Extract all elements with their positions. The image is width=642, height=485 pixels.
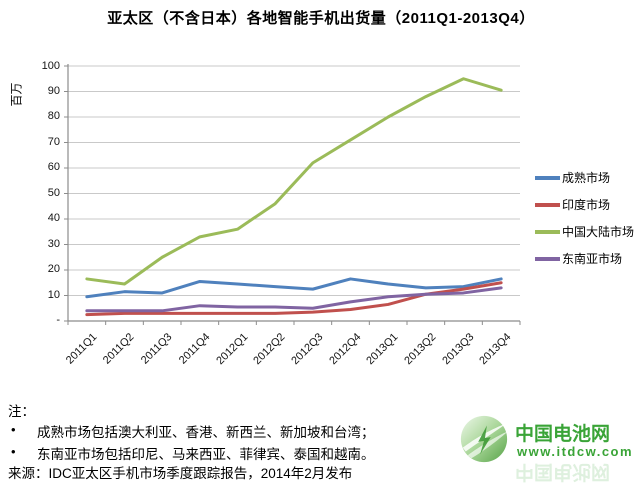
y-tick-label: - (56, 314, 60, 326)
y-tick-label: 90 (47, 85, 60, 97)
source-text: 来源：IDC亚太区手机市场季度跟踪报告，2014年2月发布 (8, 466, 353, 481)
y-tick-label: 20 (47, 263, 60, 275)
bullet-icon: • (11, 422, 16, 437)
y-tick-label: 60 (47, 161, 60, 173)
legend-item-mature-markets: 成熟市场 (535, 164, 634, 191)
legend-label: 中国大陆市场 (562, 225, 635, 239)
y-tick-label: 50 (47, 187, 60, 199)
y-tick-label: 80 (47, 110, 60, 122)
legend-label: 成熟市场 (562, 171, 611, 185)
bullet-icon: • (11, 444, 16, 459)
y-tick-label: 40 (47, 212, 60, 224)
chart-title: 亚太区（不含日本）各地智能手机出货量（2011Q1-2013Q4） (107, 10, 535, 27)
line-swatch-icon (535, 256, 560, 261)
legend: 成熟市场 印度市场 中国大陆市场 东南亚市场 (535, 164, 634, 272)
watermark-name-reflection: 中国电池网 (515, 461, 611, 482)
legend-label: 东南亚市场 (562, 252, 623, 266)
line-swatch-icon (535, 202, 560, 207)
notes-heading: 注： (8, 404, 35, 419)
y-tick-label: 70 (47, 136, 60, 148)
legend-item-mainland-china-market: 中国大陆市场 (535, 218, 634, 245)
note-bullet-text: 东南亚市场包括印尼、马来西亚、菲律宾、泰国和越南。 (37, 447, 375, 462)
line-swatch-icon (535, 175, 560, 180)
legend-item-southeast-asia-market: 东南亚市场 (535, 245, 634, 272)
note-bullet-text: 成熟市场包括澳大利亚、香港、新西兰、新加坡和台湾； (37, 425, 375, 440)
y-tick-label: 30 (47, 238, 60, 250)
watermark: 中国电池网 www.itdcw.com 中国电池网 (455, 408, 640, 483)
chart-plot-area (64, 64, 521, 325)
globe-logo-icon (460, 415, 509, 463)
legend-label: 印度市场 (562, 198, 611, 212)
watermark-name: 中国电池网 (515, 424, 611, 445)
legend-item-india-market: 印度市场 (535, 191, 634, 218)
y-tick-label: 100 (41, 60, 60, 72)
watermark-url: www.itdcw.com (517, 444, 634, 459)
y-tick-label: 10 (47, 289, 60, 301)
line-swatch-icon (535, 229, 560, 234)
